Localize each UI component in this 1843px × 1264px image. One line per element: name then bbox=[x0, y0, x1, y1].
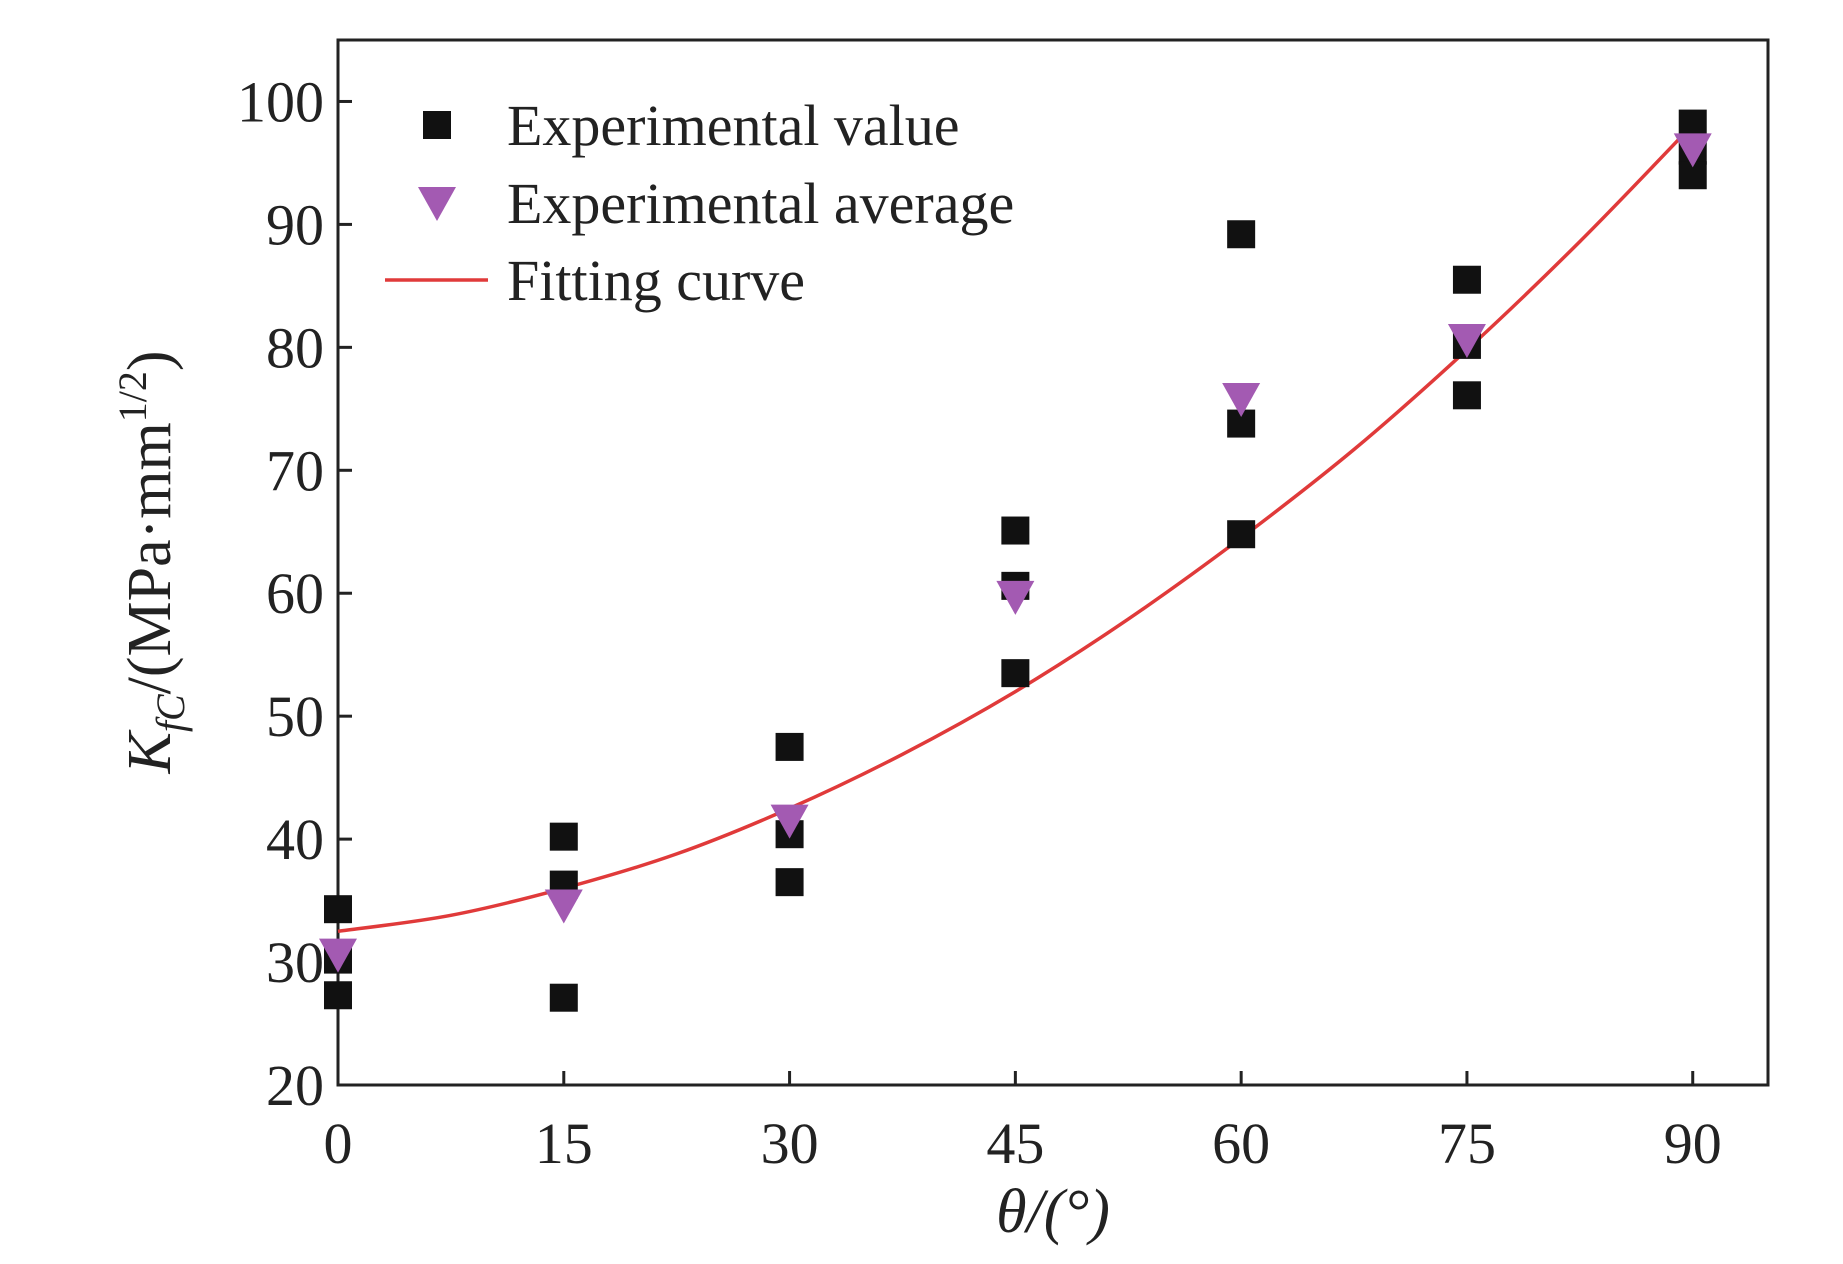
y-tick-label: 60 bbox=[266, 561, 324, 626]
experimental-value-point bbox=[775, 732, 804, 761]
experimental-value-point bbox=[1678, 109, 1707, 138]
experimental-average-point bbox=[544, 889, 583, 924]
legend-square-icon bbox=[423, 111, 451, 139]
x-tick-label: 15 bbox=[535, 1111, 593, 1176]
y-axis-label: KfC/(MPa·mm1/2) bbox=[110, 350, 193, 774]
y-tick-label: 20 bbox=[266, 1053, 324, 1118]
y-tick-label: 30 bbox=[266, 930, 324, 995]
x-tick-label: 90 bbox=[1664, 1111, 1722, 1176]
y-tick-label: 40 bbox=[266, 807, 324, 872]
y-tick-label: 80 bbox=[266, 315, 324, 380]
legend-triangle-icon bbox=[418, 187, 456, 221]
experimental-value-point bbox=[775, 868, 804, 897]
y-axis-label-superscript: 1/2 bbox=[110, 371, 155, 422]
x-tick-label: 0 bbox=[324, 1111, 353, 1176]
experimental-value-point bbox=[1001, 516, 1030, 545]
experimental-average-point bbox=[319, 938, 357, 973]
chart-marks bbox=[319, 109, 1712, 1012]
experimental-average-point bbox=[1222, 382, 1261, 417]
experimental-average-point bbox=[1447, 323, 1486, 358]
legend-label: Experimental value bbox=[507, 93, 960, 158]
experimental-value-point bbox=[324, 895, 352, 924]
experimental-value-point bbox=[1227, 520, 1256, 549]
x-tick-label: 75 bbox=[1438, 1111, 1496, 1176]
x-axis-label: θ/(°) bbox=[996, 1178, 1110, 1246]
y-axis-label-close: ) bbox=[116, 350, 184, 371]
svg-text:KfC/(MPa·mm1/2): KfC/(MPa·mm1/2) bbox=[110, 350, 193, 774]
x-tick-label: 45 bbox=[986, 1111, 1044, 1176]
x-axis-ticks: 0 15 30 45 60 75 90 bbox=[324, 1071, 1722, 1176]
experimental-average-point bbox=[770, 804, 809, 839]
x-tick-label: 30 bbox=[761, 1111, 819, 1176]
experimental-average-point bbox=[1673, 133, 1712, 168]
plot-frame bbox=[336, 38, 1770, 1087]
experimental-value-point bbox=[324, 981, 352, 1010]
experimental-value-point bbox=[1001, 659, 1030, 688]
y-axis-label-units: /(MPa·mm bbox=[116, 422, 184, 694]
legend-label: Fitting curve bbox=[507, 248, 805, 313]
y-axis-label-symbol: K bbox=[116, 729, 184, 775]
y-tick-label: 90 bbox=[266, 192, 324, 257]
experimental-value-point bbox=[1452, 265, 1481, 294]
experimental-value-point bbox=[1452, 381, 1481, 410]
y-axis-ticks: 20 30 40 50 60 70 80 90 100 bbox=[237, 69, 352, 1118]
y-tick-label: 50 bbox=[266, 684, 324, 749]
y-axis-label-subscript: fC bbox=[148, 693, 193, 732]
legend-label: Experimental average bbox=[507, 171, 1014, 236]
y-tick-label: 70 bbox=[266, 438, 324, 503]
x-tick-label: 60 bbox=[1212, 1111, 1270, 1176]
experimental-value-point bbox=[549, 983, 578, 1012]
experimental-value-point bbox=[549, 822, 578, 851]
y-tick-label: 100 bbox=[237, 69, 324, 134]
legend: Experimental value Experimental average Fi… bbox=[385, 93, 1014, 313]
experimental-value-point bbox=[1227, 220, 1256, 249]
experimental-average-point bbox=[996, 580, 1035, 615]
